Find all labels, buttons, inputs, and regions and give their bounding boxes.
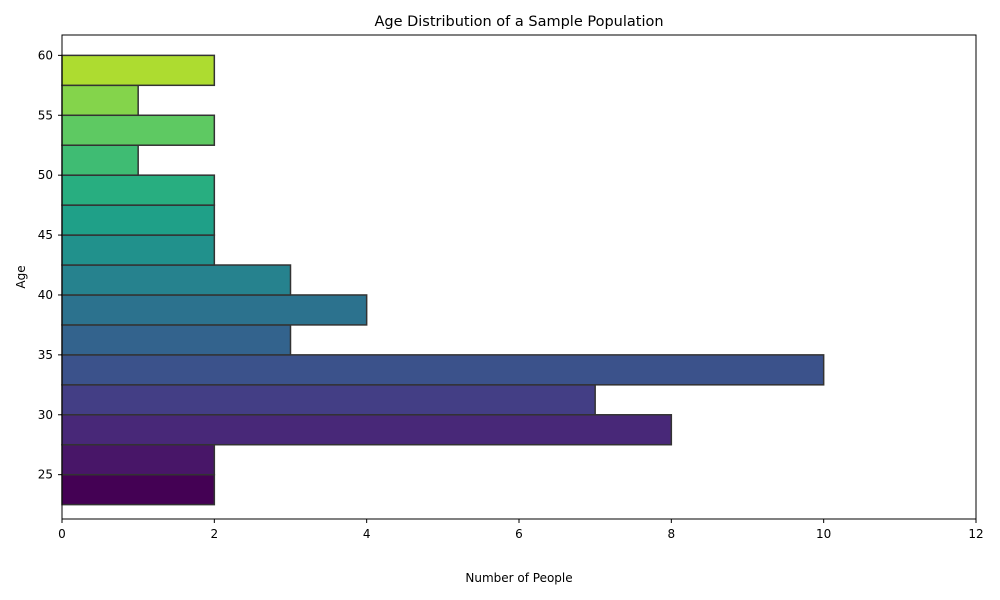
bar-age-42-5 (61, 264, 292, 296)
bar-age-27-5 (61, 443, 216, 476)
x-axis-ticks: 0 2 4 6 8 10 12 (58, 519, 984, 541)
bar-age-55 (61, 114, 216, 146)
x-tick-label: 12 (968, 527, 983, 541)
bar-age-52-5 (61, 144, 139, 176)
bar-age-30 (61, 414, 673, 446)
bar-age-60 (61, 54, 216, 87)
y-tick-label: 40 (38, 288, 53, 302)
y-tick-label: 35 (38, 348, 53, 362)
y-tick-label: 45 (38, 228, 53, 242)
bar-age-40 (61, 294, 368, 326)
x-tick-label: 6 (515, 527, 523, 541)
y-axis-ticks: 25 30 35 40 45 50 55 60 (38, 48, 62, 482)
bar-age-50 (61, 174, 216, 206)
bar-age-37-5 (61, 324, 292, 356)
x-tick-label: 8 (668, 527, 676, 541)
x-tick-label: 2 (211, 527, 219, 541)
x-tick-label: 0 (58, 527, 66, 541)
bar-age-32-5 (61, 384, 596, 416)
y-tick-label: 30 (38, 408, 53, 422)
y-tick-label: 50 (38, 168, 53, 182)
bar-age-47-5 (61, 204, 216, 236)
y-tick-label: 25 (38, 468, 53, 482)
x-tick-label: 10 (816, 527, 831, 541)
y-tick-label: 60 (38, 48, 53, 62)
bar-age-35 (61, 354, 825, 386)
x-tick-label: 4 (363, 527, 371, 541)
bar-age-25 (61, 473, 216, 506)
bars-group (61, 54, 825, 506)
x-axis-label: Number of People (465, 571, 572, 585)
chart-title: Age Distribution of a Sample Population (374, 14, 663, 30)
bar-age-57-5 (61, 84, 139, 117)
y-axis-label: Age (14, 265, 28, 288)
bar-age-45 (61, 234, 216, 266)
y-tick-label: 55 (38, 108, 53, 122)
